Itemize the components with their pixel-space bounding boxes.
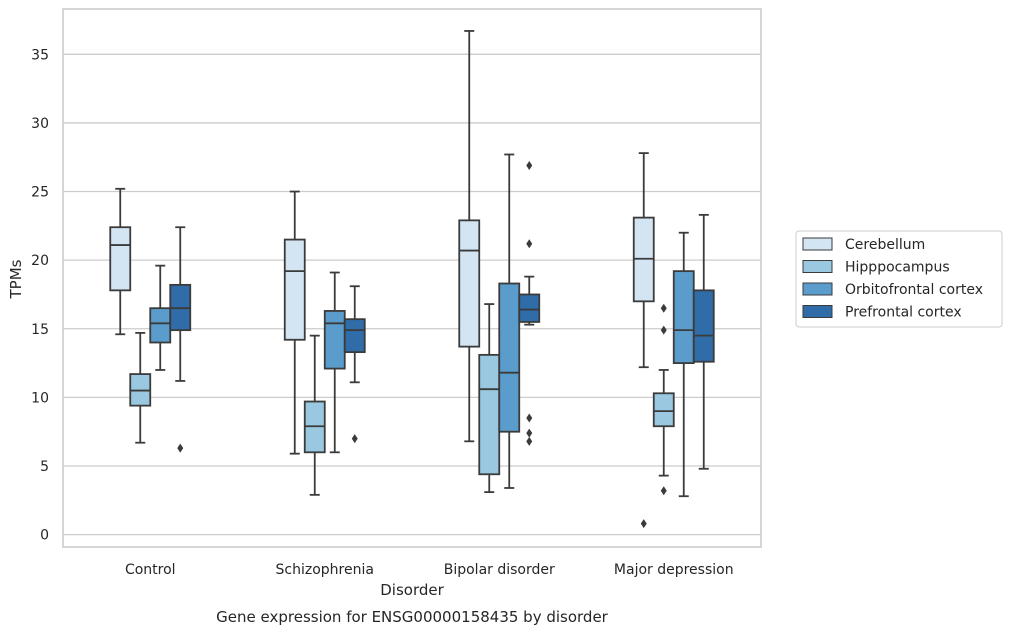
box-orbitofrontal-cortex: [672, 231, 695, 498]
y-tick-label: 20: [31, 253, 49, 269]
y-axis-label: TPMs: [7, 259, 25, 299]
x-tick-label: Control: [125, 562, 176, 578]
box-hipppocampus: [303, 334, 326, 496]
legend-items: Cerebellum Hipppocampus Orbitofrontal cort…: [802, 237, 983, 321]
box-iqr: [109, 226, 132, 292]
legend-swatch: [802, 237, 833, 251]
box-cerebellum: [283, 190, 306, 455]
legend-label: Hipppocampus: [845, 260, 950, 276]
outlier-point: [526, 413, 533, 423]
outlier-point: [526, 436, 533, 446]
y-tick-label: 25: [31, 185, 49, 201]
outlier-point: [640, 519, 647, 529]
outlier-point: [177, 443, 184, 453]
outlier-point: [351, 434, 358, 444]
box-iqr: [692, 289, 715, 363]
x-tick-label: Major depression: [614, 562, 734, 578]
legend-swatch: [802, 282, 833, 296]
outlier-point: [526, 239, 533, 249]
outlier-point: [660, 303, 667, 313]
box-orbitofrontal-cortex: [149, 264, 172, 371]
outlier-point: [660, 486, 667, 496]
legend-frame: [795, 230, 1003, 328]
y-tick-label: 10: [31, 390, 49, 406]
box-prefrontal-cortex: [343, 285, 366, 444]
legend-label: Prefrontal cortex: [845, 305, 962, 321]
box-iqr: [343, 318, 366, 354]
box-iqr: [458, 219, 481, 348]
x-axis-label: Disorder: [380, 581, 444, 599]
box-iqr: [498, 282, 521, 433]
box-iqr: [518, 293, 541, 323]
legend: Cerebellum Hipppocampus Orbitofrontal cort…: [795, 230, 1003, 328]
box-iqr: [323, 310, 346, 370]
box-cerebellum: [458, 30, 481, 443]
y-tick-label: 0: [40, 528, 49, 544]
y-tick-label: 15: [31, 322, 49, 338]
box-orbitofrontal-cortex: [323, 271, 346, 454]
x-tick-label: Bipolar disorder: [444, 562, 555, 578]
legend-label: Orbitofrontal cortex: [845, 282, 983, 298]
legend-swatch: [802, 260, 833, 273]
box-iqr: [149, 307, 172, 344]
legend-label: Cerebellum: [845, 237, 925, 253]
gridlines: [63, 53, 761, 536]
x-tick-labels: Control Schizophrenia Bipolar disorder Majo…: [125, 562, 734, 578]
box-hipppocampus: [478, 303, 501, 494]
y-tick-labels: 0 5 10 15 20 25 30 35: [31, 47, 49, 543]
box-orbitofrontal-cortex: [498, 153, 521, 489]
box-iqr: [652, 392, 675, 428]
box-prefrontal-cortex: [692, 213, 715, 470]
plot-frame: [62, 8, 762, 548]
x-tick-label: Schizophrenia: [276, 562, 374, 578]
outlier-point: [526, 160, 533, 170]
chart-caption: Gene expression for ENSG00000158435 by d…: [216, 608, 609, 626]
box-prefrontal-cortex: [518, 160, 541, 446]
box-iqr: [283, 238, 306, 341]
outlier-point: [526, 428, 533, 438]
box-cerebellum: [109, 187, 132, 336]
boxes-layer: [109, 30, 715, 529]
box-iqr: [478, 353, 501, 476]
box-iqr: [672, 270, 695, 364]
box-prefrontal-cortex: [169, 226, 192, 453]
box-hipppocampus: [652, 303, 675, 496]
box-hipppocampus: [129, 331, 152, 444]
box-cerebellum: [632, 152, 655, 529]
y-tick-label: 5: [40, 459, 49, 475]
y-tick-label: 35: [31, 47, 49, 63]
y-tick-label: 30: [31, 116, 49, 132]
legend-swatch: [802, 305, 833, 318]
outlier-point: [660, 325, 667, 335]
